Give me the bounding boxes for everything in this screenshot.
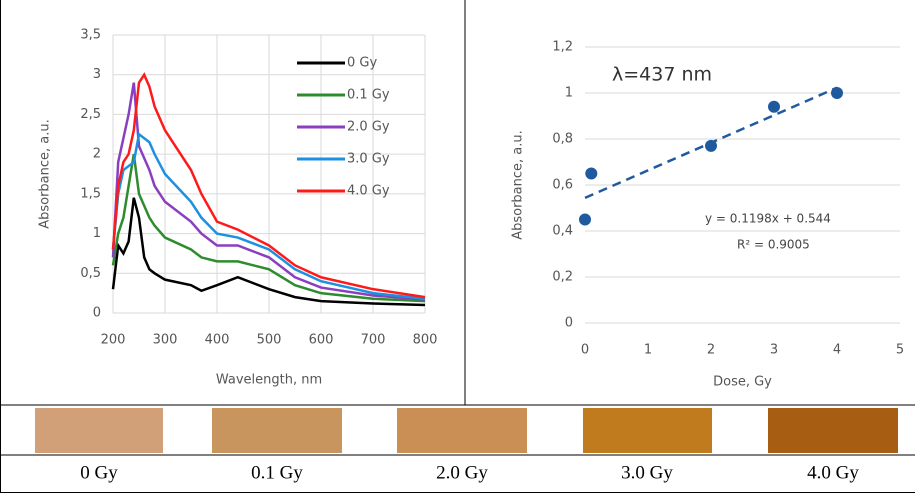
y-tick-label: 0,5 xyxy=(80,266,101,281)
y-tick-label: 1,2 xyxy=(552,40,573,55)
sample-photo xyxy=(35,408,163,453)
y-axis-title: Absorbance, a.u. xyxy=(38,119,53,229)
legend-label: 2.0 Gy xyxy=(347,120,390,135)
sample-photo xyxy=(583,408,712,453)
y-tick-label: 0,2 xyxy=(552,270,573,285)
trend-r2: R² = 0.9005 xyxy=(737,238,810,252)
legend-label: 4.0 Gy xyxy=(347,184,390,199)
x-axis-title: Wavelength, nm xyxy=(216,373,322,388)
y-tick-label: 1 xyxy=(93,226,101,241)
x-tick-label: 300 xyxy=(153,333,178,348)
y-tick-label: 2 xyxy=(93,147,101,162)
x-tick-label: 500 xyxy=(257,333,282,348)
sample-photo xyxy=(212,408,342,453)
legend-label: 0.1 Gy xyxy=(347,88,390,103)
y-tick-label: 2,5 xyxy=(80,107,101,122)
x-tick-label: 400 xyxy=(205,333,230,348)
point xyxy=(585,167,598,180)
y-tick-label: 0 xyxy=(565,316,573,331)
sample-label: 2.0 Gy xyxy=(436,462,488,483)
y-tick-label: 0 xyxy=(93,306,101,321)
legend-label: 0 Gy xyxy=(347,56,377,71)
sample-label: 4.0 Gy xyxy=(807,462,859,483)
x-tick-label: 700 xyxy=(361,333,386,348)
x-tick-label: 600 xyxy=(309,333,334,348)
legend-label: 3.0 Gy xyxy=(347,152,390,167)
sample-photo xyxy=(768,408,898,453)
series-line xyxy=(111,153,426,303)
point xyxy=(705,139,717,152)
x-tick-label: 1 xyxy=(644,343,652,358)
sample-label: 0 Gy xyxy=(80,462,118,483)
x-tick-label: 2 xyxy=(707,343,715,358)
x-tick-label: 800 xyxy=(413,333,438,348)
point xyxy=(768,100,780,113)
y-tick-label: 3,5 xyxy=(80,28,101,43)
point xyxy=(831,87,843,99)
annotation: λ=437 nm xyxy=(612,64,712,86)
series-line xyxy=(111,72,426,299)
y-tick-label: 1,5 xyxy=(80,186,101,201)
x-tick-label: 3 xyxy=(770,343,778,358)
x-tick-label: 200 xyxy=(101,333,126,348)
y-tick-label: 0,8 xyxy=(552,132,573,147)
series-line xyxy=(111,82,426,301)
sample-photo xyxy=(397,408,527,453)
x-axis-title: Dose, Gy xyxy=(713,375,772,390)
y-tick-label: 0,6 xyxy=(552,178,573,193)
x-tick-label: 0 xyxy=(581,343,589,358)
x-tick-label: 5 xyxy=(896,343,904,358)
y-tick-label: 3 xyxy=(93,67,101,82)
point xyxy=(579,213,591,226)
sample-label: 0.1 Gy xyxy=(251,462,303,483)
x-tick-label: 4 xyxy=(833,343,841,358)
sample-label: 3.0 Gy xyxy=(621,462,673,483)
series-line xyxy=(111,132,426,300)
y-tick-label: 1 xyxy=(565,86,573,101)
y-tick-label: 0,4 xyxy=(552,224,573,239)
series-line xyxy=(111,197,426,307)
y-axis-title: Absorbance, a.u. xyxy=(511,130,526,240)
trend-equation: y = 0.1198x + 0.544 xyxy=(705,212,831,226)
